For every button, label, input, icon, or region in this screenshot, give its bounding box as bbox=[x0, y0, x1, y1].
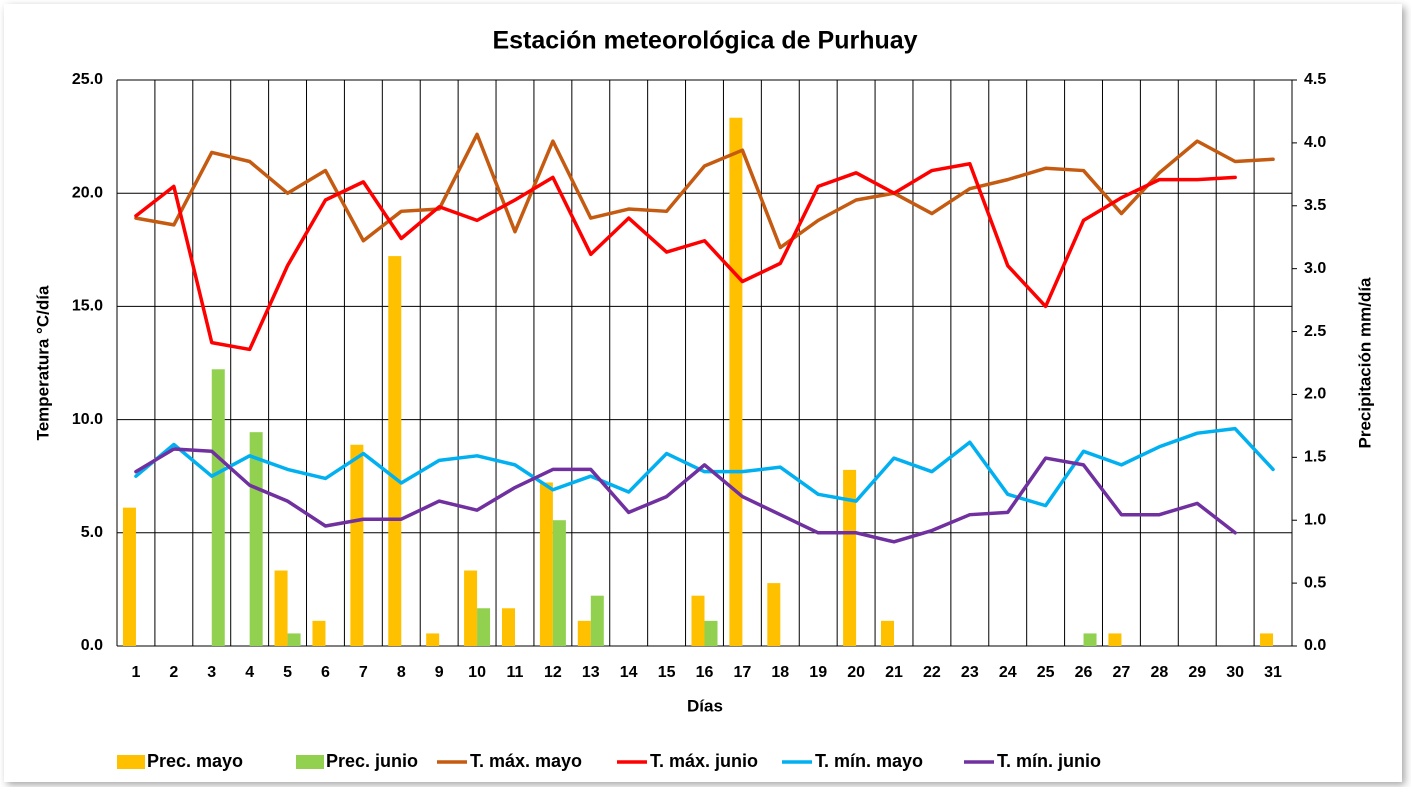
x-tick-label: 28 bbox=[1150, 664, 1168, 681]
x-tick-label: 24 bbox=[999, 664, 1017, 681]
x-tick-label: 17 bbox=[734, 664, 752, 681]
bar bbox=[552, 520, 566, 646]
y2-tick-label: 0.0 bbox=[1304, 637, 1326, 654]
bar bbox=[843, 469, 857, 646]
y-tick-label: 10.0 bbox=[72, 411, 103, 428]
x-tick-label: 16 bbox=[696, 664, 714, 681]
x-tick-label: 11 bbox=[507, 664, 524, 681]
bar bbox=[388, 256, 402, 646]
x-tick-label: 13 bbox=[582, 664, 600, 681]
legend-label: T. mín. junio bbox=[997, 751, 1101, 771]
bar bbox=[501, 608, 515, 646]
bar bbox=[1260, 633, 1274, 646]
x-tick-label: 14 bbox=[620, 664, 638, 681]
bar bbox=[691, 595, 705, 646]
y2-tick-label: 3.5 bbox=[1304, 197, 1326, 214]
line bbox=[134, 426, 1275, 508]
x-tick-label: 15 bbox=[658, 664, 676, 681]
y2-axis-title: Precipitación mm/día bbox=[1355, 277, 1374, 449]
bar bbox=[590, 595, 604, 646]
chart-title: Estación meteorológica de Purhuay bbox=[492, 27, 917, 55]
x-tick-label: 25 bbox=[1037, 664, 1055, 681]
legend-label: Prec. junio bbox=[326, 751, 418, 771]
legend-label: T. máx. mayo bbox=[470, 751, 582, 771]
x-tick-label: 1 bbox=[131, 664, 140, 681]
y2-tick-label: 2.0 bbox=[1304, 386, 1326, 403]
bar bbox=[1108, 633, 1122, 646]
bar bbox=[426, 633, 440, 646]
x-tick-label: 31 bbox=[1264, 664, 1282, 681]
bar bbox=[881, 620, 895, 646]
y2-tick-label: 1.0 bbox=[1304, 511, 1326, 528]
y2-tick-label: 4.0 bbox=[1304, 134, 1326, 151]
bar bbox=[729, 117, 743, 646]
bar bbox=[312, 620, 326, 646]
x-tick-label: 2 bbox=[169, 664, 178, 681]
x-tick-label: 22 bbox=[923, 664, 941, 681]
x-tick-label: 19 bbox=[809, 664, 827, 681]
bar bbox=[350, 444, 364, 646]
x-tick-label: 8 bbox=[397, 664, 406, 681]
y2-tick-label: 3.0 bbox=[1304, 260, 1326, 277]
bar bbox=[211, 369, 225, 646]
legend-label: T. mín. mayo bbox=[815, 751, 923, 771]
x-tick-label: 18 bbox=[771, 664, 789, 681]
x-tick-label: 27 bbox=[1113, 664, 1131, 681]
x-axis-title: Días bbox=[687, 696, 723, 715]
y2-tick-label: 0.5 bbox=[1304, 574, 1326, 591]
legend-swatch bbox=[117, 755, 145, 769]
y-axis-title: Temperatura °C/día bbox=[33, 285, 52, 440]
x-tick-label: 6 bbox=[321, 664, 330, 681]
x-tick-label: 20 bbox=[847, 664, 865, 681]
line bbox=[134, 132, 1275, 250]
line bbox=[134, 447, 1237, 544]
bar bbox=[539, 482, 553, 646]
x-tick-label: 30 bbox=[1226, 664, 1244, 681]
x-tick-label: 21 bbox=[885, 664, 903, 681]
x-tick-label: 5 bbox=[283, 664, 292, 681]
y-tick-label: 25.0 bbox=[72, 71, 103, 88]
x-tick-label: 12 bbox=[544, 664, 562, 681]
x-tick-label: 10 bbox=[468, 664, 486, 681]
bar bbox=[122, 507, 136, 646]
x-tick-label: 7 bbox=[359, 664, 368, 681]
bar bbox=[1083, 633, 1097, 646]
chart-frame bbox=[4, 4, 1402, 782]
x-tick-label: 29 bbox=[1188, 664, 1206, 681]
legend-label: T. máx. junio bbox=[650, 751, 758, 771]
y2-tick-label: 1.5 bbox=[1304, 449, 1326, 466]
legend-swatch bbox=[296, 755, 324, 769]
bar bbox=[274, 570, 288, 646]
x-tick-label: 3 bbox=[207, 664, 216, 681]
y-tick-label: 5.0 bbox=[81, 524, 103, 541]
y2-tick-label: 4.5 bbox=[1304, 71, 1326, 88]
y2-tick-label: 2.5 bbox=[1304, 323, 1326, 340]
bar bbox=[577, 620, 591, 646]
y-tick-label: 0.0 bbox=[81, 637, 103, 654]
bar bbox=[464, 570, 478, 646]
x-tick-label: 9 bbox=[435, 664, 444, 681]
x-tick-label: 26 bbox=[1075, 664, 1093, 681]
bar bbox=[477, 608, 491, 646]
x-tick-label: 4 bbox=[245, 664, 254, 681]
legend-label: Prec. mayo bbox=[147, 751, 243, 771]
y-tick-label: 20.0 bbox=[72, 184, 103, 201]
y-tick-label: 15.0 bbox=[72, 298, 103, 315]
line bbox=[134, 162, 1237, 352]
bar bbox=[704, 620, 718, 646]
x-tick-label: 23 bbox=[961, 664, 979, 681]
bar bbox=[767, 583, 781, 646]
bar bbox=[287, 633, 301, 646]
bar bbox=[249, 432, 263, 646]
